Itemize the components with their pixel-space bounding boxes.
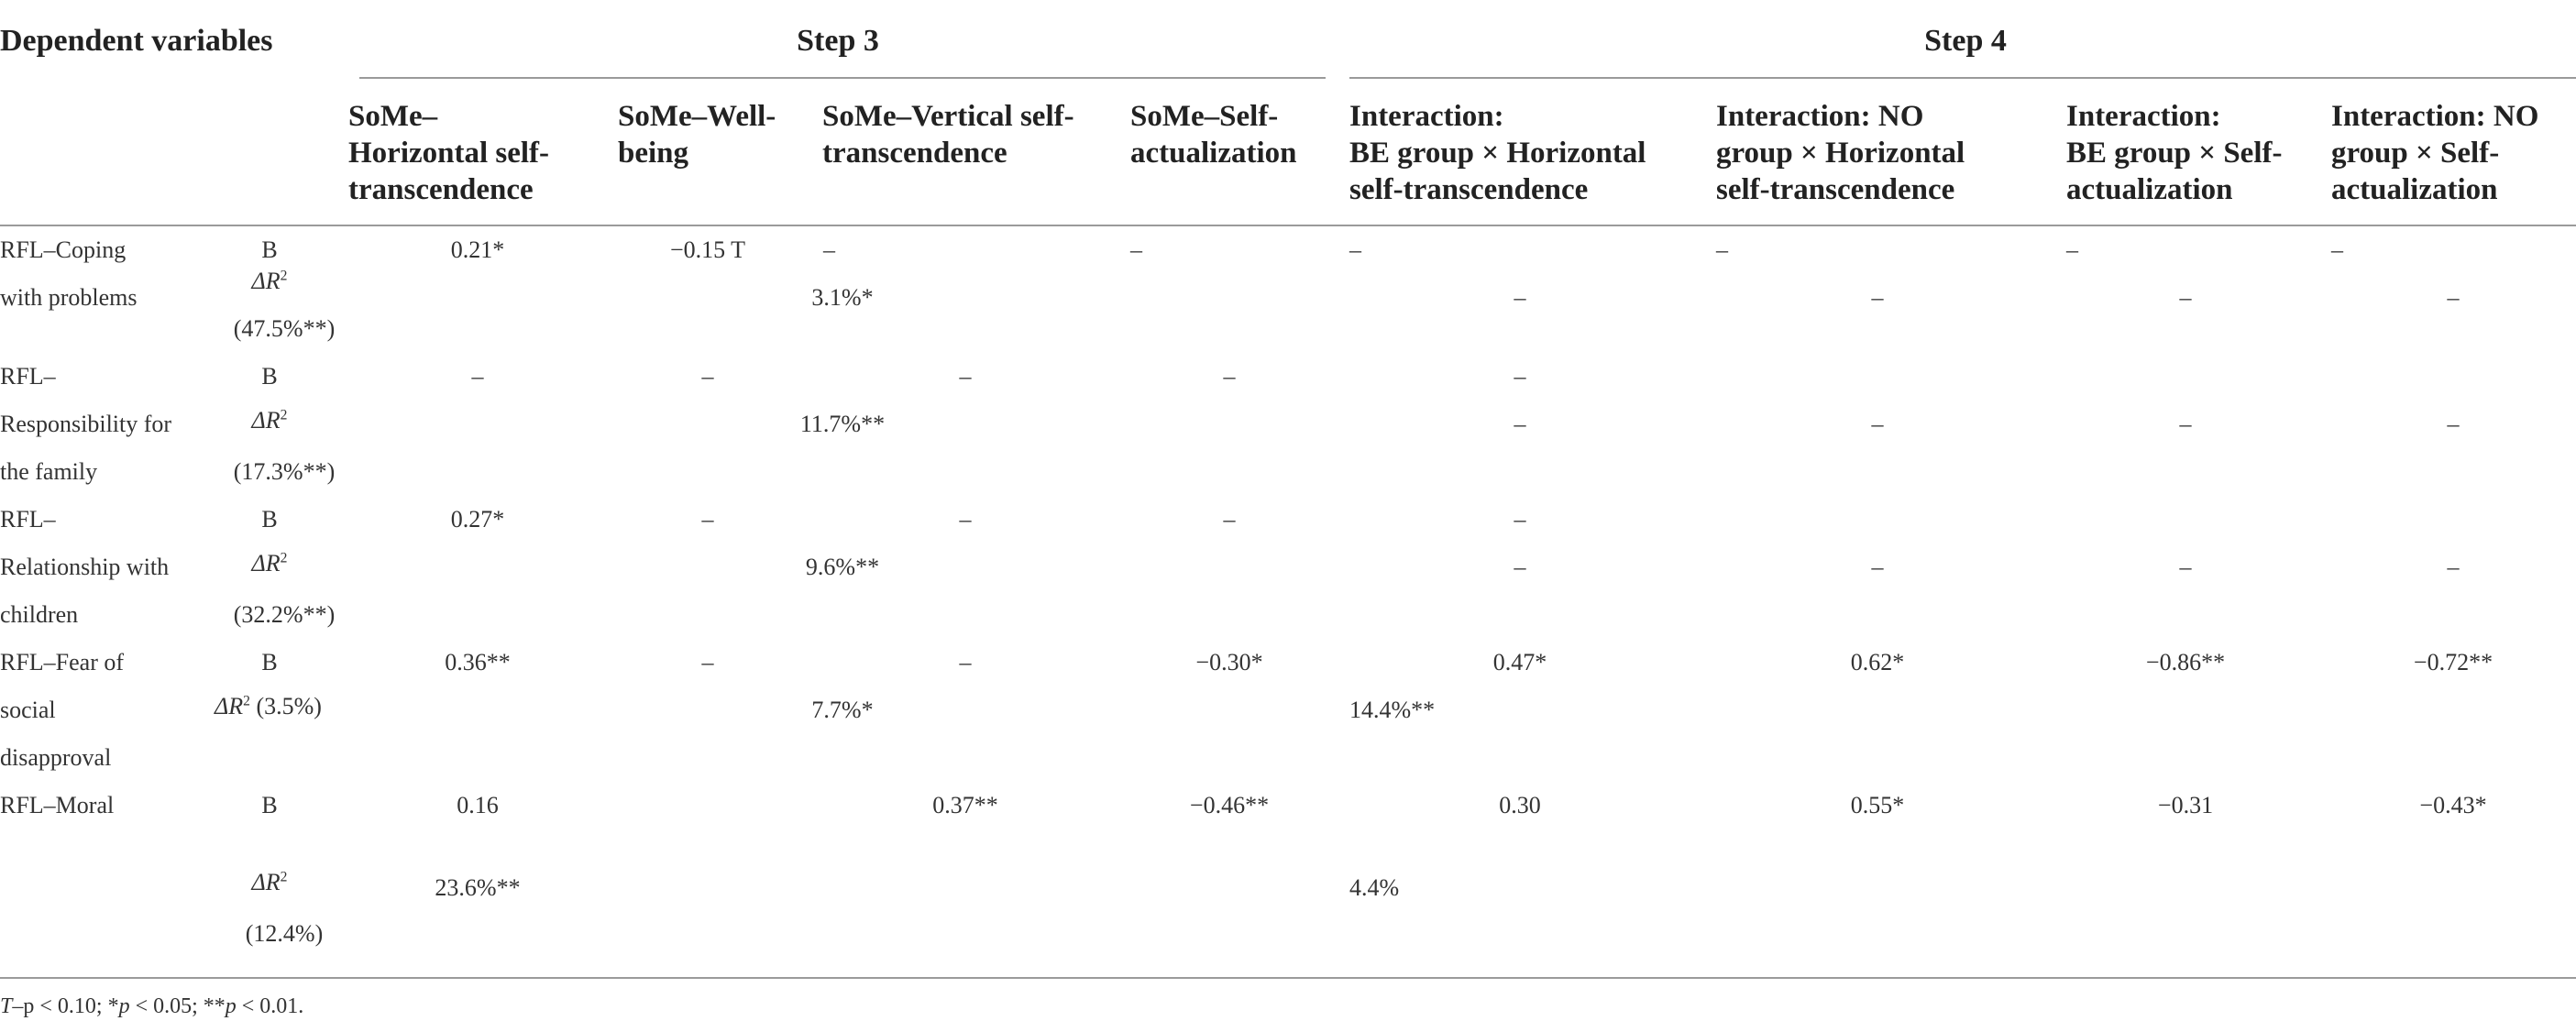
cell: −0.86** [2145,649,2226,675]
stat-label-delta-r2: ΔR2 [251,869,288,895]
cell: – [1514,554,1526,580]
cell: 3.1%* [811,284,874,311]
stat-label-b: B [261,792,278,818]
cell: – [1514,506,1526,532]
cell: −0.43* [2419,792,2487,818]
cell: – [2331,236,2343,263]
cell: – [1871,284,1884,311]
row-label: RFL–Fear of [0,649,125,675]
stat-label-delta-r2: ΔR2 (3.5%) [215,693,322,719]
row-label: RFL–Coping [0,236,127,263]
row-label: children [0,601,79,628]
cell: – [1514,284,1526,311]
delta-r2-value: (17.3%**) [233,458,336,485]
cell: – [2447,554,2460,580]
cell: −0.15 T [669,236,746,263]
cell: – [2447,284,2460,311]
col-header-2: SoMe–Well-being [618,100,776,170]
cell: 0.27* [450,506,505,532]
col-header-1: SoMe– Horizontal self-transcendence [348,100,550,206]
cell: – [2179,411,2192,437]
cell: – [1514,363,1526,390]
col-header-7: Interaction: BE group × Self-actualizatio… [2066,100,2283,206]
stat-label-delta-r2: ΔR2 [251,407,288,434]
cell: – [701,649,714,675]
stat-label-b: B [261,363,278,390]
cell: −0.72** [2413,649,2493,675]
row-label: Responsibility for [0,411,172,437]
cell: – [1349,236,1361,263]
cell: – [1130,236,1142,263]
cell: 0.62* [1850,649,1905,675]
col-header-6: Interaction: NO group × Horizontal self-tr… [1716,100,1965,206]
row-label: Relationship with [0,554,170,580]
delta-r2-value: (47.5%**) [233,315,336,342]
row-label: with problems [0,284,138,311]
row-label: RFL–Moral [0,792,115,818]
cell: – [2447,411,2460,437]
cell: 0.47* [1492,649,1547,675]
stat-label-b: B [261,506,278,532]
cell: −0.31 [2157,792,2214,818]
cell: – [701,506,714,532]
cell: – [471,363,484,390]
cell: 7.7%* [811,697,874,723]
cell: – [2066,236,2078,263]
cell: – [823,236,835,263]
cell: – [959,649,972,675]
step3-rule [359,77,1326,79]
cell: 0.36** [445,649,511,675]
col-header-8: Interaction: NO group × Self-actualizatio… [2331,100,2539,206]
header-bottom-rule [0,225,2576,226]
stat-label-delta-r2: ΔR2 [251,268,288,294]
cell: – [1223,363,1236,390]
cell: 0.21* [450,236,505,263]
cell: 14.4%** [1349,697,1436,723]
header-step-4: Step 4 [1924,24,2007,58]
row-label: RFL– [0,506,56,532]
cell: – [1223,506,1236,532]
cell: – [1871,411,1884,437]
table-footnote: T–p < 0.10; *p < 0.05; **p < 0.01. [0,994,304,1018]
table-bottom-rule [0,977,2576,979]
cell: – [1871,554,1884,580]
delta-r2-value: (12.4%) [245,920,324,947]
col-header-5: Interaction: BE group × Horizontal self-tr… [1349,100,1646,206]
cell: −0.46** [1189,792,1270,818]
cell: 0.16 [457,792,499,818]
row-label: the family [0,458,98,485]
stat-label-b: B [261,649,278,675]
step4-rule [1349,77,2576,79]
cell: 9.6%** [805,554,880,580]
row-label: social [0,697,56,723]
header-step-3: Step 3 [797,24,879,58]
stat-label-b: B [261,236,278,263]
cell: 0.37** [932,792,998,818]
cell: 4.4% [1349,874,1400,901]
stat-label-delta-r2: ΔR2 [251,550,288,576]
row-label: disapproval [0,744,112,771]
cell: – [2179,284,2192,311]
cell: – [2179,554,2192,580]
cell: 0.55* [1850,792,1905,818]
header-dependent-variables: Dependent variables [0,24,273,58]
col-header-3: SoMe–Vertical self-transcendence [822,100,1074,170]
cell: – [701,363,714,390]
col-header-4: SoMe–Self-actualization [1130,100,1297,170]
row-label: RFL– [0,363,56,390]
cell: 23.6%** [435,874,521,901]
cell: – [959,506,972,532]
cell: – [1716,236,1728,263]
cell: – [1514,411,1526,437]
delta-r2-value: (32.2%**) [233,601,336,628]
cell: 0.30 [1499,792,1541,818]
cell: −0.30* [1195,649,1263,675]
cell: – [959,363,972,390]
cell: 11.7%** [799,411,886,437]
